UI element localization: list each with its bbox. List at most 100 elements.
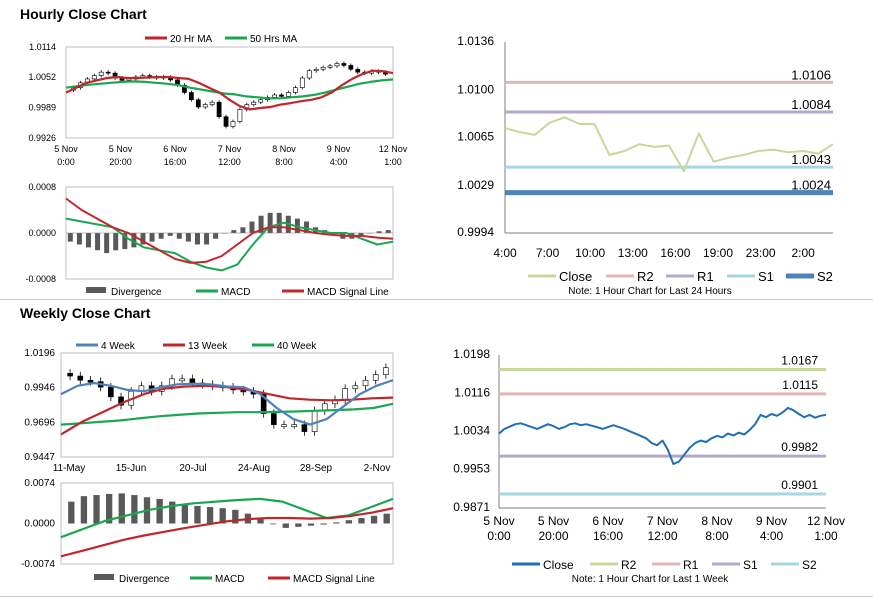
weekly-divergence-bar [383,513,390,524]
hourly-levels-x-tick: 10:00 [575,246,605,260]
hourly-candle-body [272,94,277,98]
weekly-levels-legend-label: S2 [802,558,817,572]
hourly-divergence-bar [104,233,110,254]
weekly-divergence-bar [307,523,315,526]
weekly-legend-divergence-label: Divergence [119,574,170,585]
weekly-candle-x-tick: 28-Sep [300,463,333,474]
hourly-level-r1-label: 1.0084 [791,97,831,112]
weekly-candle-x-tick: 24-Aug [238,463,270,474]
weekly-divergence-bar [106,493,113,524]
weekly-candle-x-tick: 2-Nov [364,463,391,474]
hourly-divergence-bar [276,212,282,233]
hourly-candle-body [188,92,194,101]
weekly-levels-x-tick: 5 Nov [538,514,569,528]
weekly-divergence-bar [156,498,163,524]
section-divider [0,299,873,300]
weekly-levels-x-tick: 6 Nov [592,514,623,528]
hourly-level-s2-label: 1.0024 [791,178,831,193]
hourly-candle-body [306,70,312,79]
weekly-divergence-bar [169,501,176,524]
hourly-candle-x-tick: 5 Nov [109,144,133,154]
weekly-divergence-bar [118,493,125,524]
hourly-levels-x-tick: 13:00 [618,246,648,260]
weekly-divergence-bar [295,523,302,527]
hourly-divergence-bar [167,233,173,236]
hourly-levels-x-tick: 7:00 [536,246,560,260]
hourly-legend-ma20-label: 20 Hr MA [170,34,213,45]
hourly-candle-frame [65,46,394,139]
weekly-macd-y-tick: -0.0074 [21,559,55,570]
hourly-legend-signal-label: MACD Signal Line [307,287,389,298]
weekly-legend-macd-label: MACD [215,574,244,585]
hourly-candle-y-tick: 0.9926 [28,133,56,143]
hourly-candle-body [355,68,361,73]
hourly-legend-divergence-swatch [86,287,106,293]
hourly-level-s1-label: 1.0043 [791,152,831,167]
hourly-legend-ma50-label: 50 Hrs MA [250,34,298,45]
weekly-levels-x-tick: 8:00 [705,529,729,543]
hourly-divergence-bar [122,233,128,250]
hourly-candle-x-tick: 8:00 [275,157,293,167]
weekly-signal-line [60,507,394,558]
hourly-levels-x-tick: 23:00 [746,246,776,260]
hourly-levels-y-tick: 1.0065 [457,130,494,144]
weekly-levels-legend-label: R2 [621,558,637,572]
weekly-candle-body [352,385,359,389]
weekly-levels-y-tick: 0.9871 [453,500,490,514]
hourly-candle-x-tick: 6 Nov [163,144,187,154]
hourly-macd-y-tick: 0.0000 [28,228,56,238]
hourly-levels-x-tick: 4:00 [493,246,517,260]
hourly-divergence-bar [140,233,146,245]
hourly-divergence-bar [131,233,137,248]
hourly-candle-body [251,101,257,105]
weekly-levels-y-tick: 0.9953 [453,462,490,476]
hourly-candle-x-tick: 8 Nov [272,144,296,154]
weekly-levels-y-tick: 1.0116 [454,385,490,399]
hourly-divergence-bar [267,212,273,233]
weekly-levels-x-tick: 16:00 [593,529,623,543]
hourly-candle-body [286,92,291,97]
hourly-levels-y-tick: 1.0100 [457,82,494,96]
weekly-section-title: Weekly Close Chart [20,305,151,321]
hourly-levels-y-tick: 0.9994 [457,225,494,239]
weekly-divergence-bar [131,495,138,524]
weekly-candle-body [271,413,277,425]
hourly-levels-legend-label: S1 [758,269,774,284]
hourly-divergence-bar [67,233,73,242]
hourly-divergence-bar [240,227,246,233]
hourly-candle-y-tick: 0.9989 [28,103,56,113]
hourly-legend-macd-label: MACD [221,287,250,298]
hourly-candle-y-tick: 1.0114 [29,42,56,52]
hourly-divergence-bar [249,221,255,233]
hourly-candle-body [334,63,340,67]
hourly-level-r2-label: 1.0106 [791,67,831,82]
weekly-candle-body [108,386,114,398]
weekly-candle-body [67,372,73,377]
hourly-candle-body [126,78,132,81]
weekly-candle-body [281,424,287,427]
hourly-levels-y-tick: 1.0029 [457,178,494,192]
weekly-candle-body [189,378,196,384]
weekly-levels-x-tick: 12:00 [647,529,677,543]
hourly-candle-body [341,63,347,66]
hourly-legend-divergence-label: Divergence [111,287,162,298]
weekly-divergence-bar [232,509,239,524]
hourly-candle-body [237,109,243,122]
hourly-ma20-line [65,69,394,111]
weekly-candle-body [372,374,379,381]
hourly-divergence-bar [213,233,219,239]
hourly-candle-body [299,77,305,88]
hourly-candle-body [230,121,236,127]
hourly-candle-body [327,65,333,68]
weekly-level-r2-label: 1.0167 [781,354,818,368]
hourly-candle-body [195,99,201,108]
hourly-candle-x-tick: 20:00 [109,157,132,167]
weekly-divergence-bar [206,507,214,524]
hourly-divergence-bar [376,231,382,233]
hourly-candle-x-tick: 9 Nov [327,144,351,154]
weekly-candle-x-tick: 11-May [53,463,86,474]
hourly-close-line [504,116,834,173]
weekly-levels-x-tick: 4:00 [760,529,784,543]
weekly-levels-x-tick: 0:00 [487,529,511,543]
